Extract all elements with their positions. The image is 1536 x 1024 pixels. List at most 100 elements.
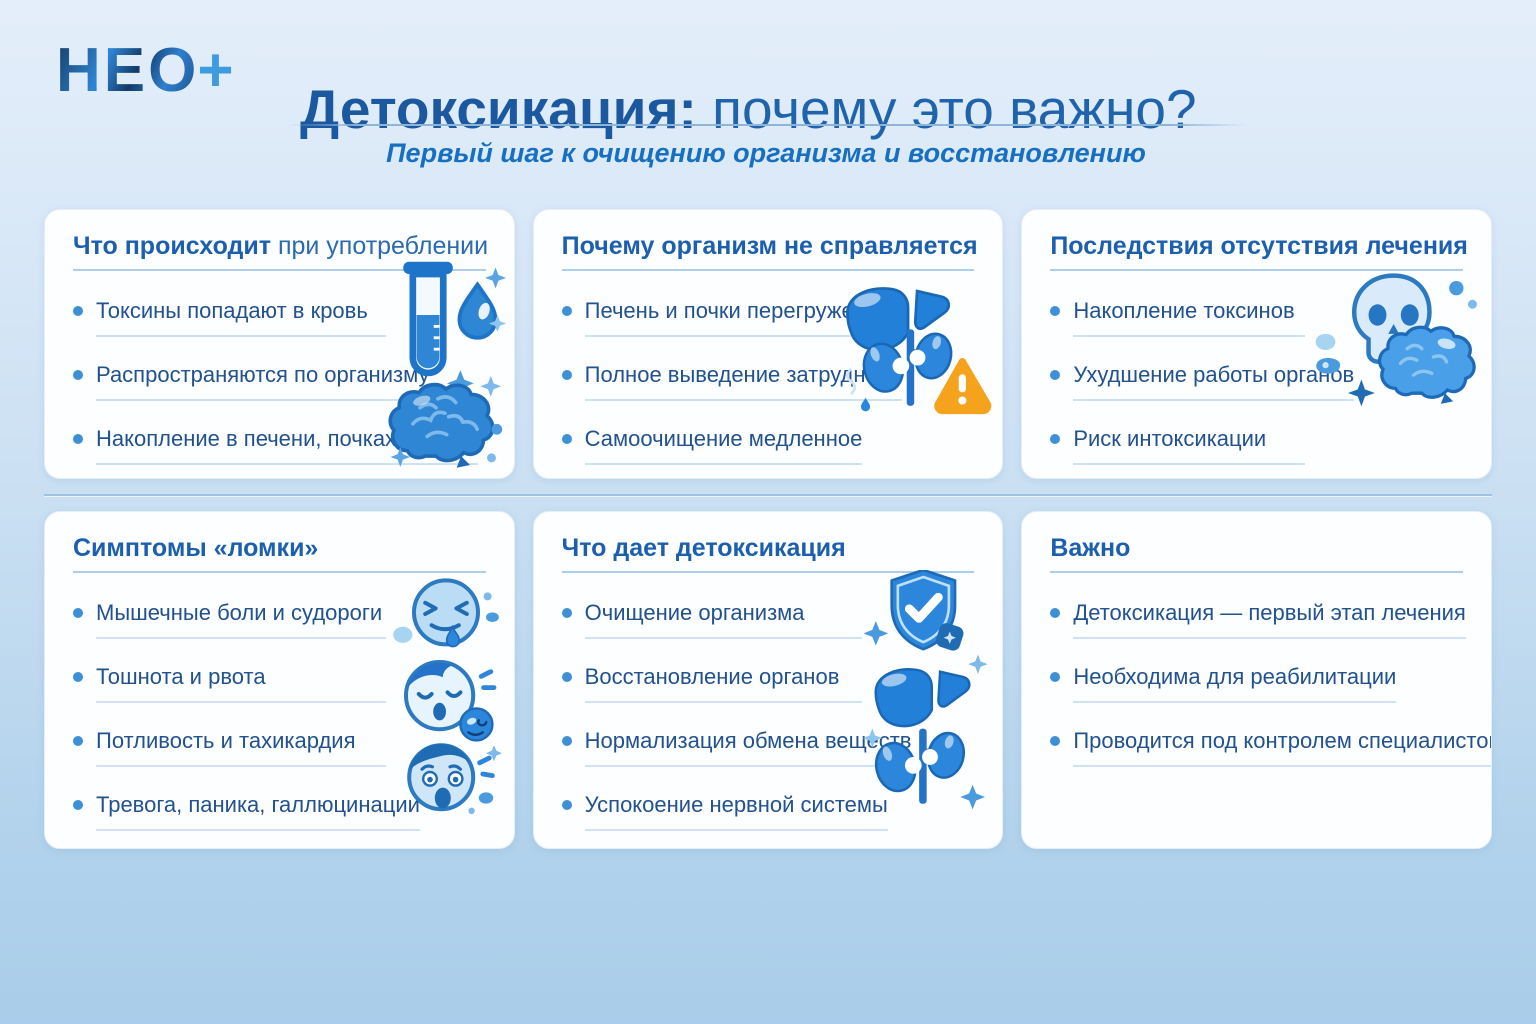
dizzy-face-icon [458,707,494,742]
card-withdrawal-symptoms: Симптомы «ломки» Мышечные боли и судорог… [44,511,515,849]
brand-logo: НЕО+ [56,40,237,102]
list-item: Полное выведение затруднено [561,354,903,411]
squiggle-line [846,367,857,396]
card-title-divider [73,570,486,573]
bullet-dot [1050,735,1061,746]
card-title: Что дает детоксикация [562,534,975,563]
test-tube-icon [402,261,453,377]
card-title-bold: Важно [1050,534,1131,562]
list-item-text: Необходима для реабилитации [1073,664,1397,703]
sparkle-icon [485,745,502,762]
list-item-text: Тревога, паника, галлюцинации [96,792,420,831]
list-item: Печень и почки перегружены [561,290,882,347]
bullet-dot [73,433,83,444]
scared-face-icon [406,743,502,814]
warning-triangle-icon [934,357,992,415]
cards-grid: Что происходит при употреблении Токсины … [44,209,1492,849]
card-title: Что происходит при употреблении [73,232,488,261]
bullet-dot [73,735,83,746]
shield-check-icon [890,570,964,651]
title-divider [286,124,1246,126]
bullet-dot [561,799,572,810]
drip-icon [861,397,871,412]
list-item: Накопление в печени, почках и мозге [73,418,478,475]
card-title: Важно [1050,534,1463,563]
brain-icon [1377,325,1476,404]
list-item-text: Очищение организма [584,600,863,639]
card-title-divider [73,268,486,271]
list-item-text: Успокоение нервной системы [584,792,888,831]
bullet-dot [73,799,83,810]
list-item: Ухудшение работы органов [1050,354,1355,411]
list-item: Необходима для реабилитации [1050,656,1397,713]
bullet-dot [561,607,572,618]
page-subtitle: Первый шаг к очищению организма и восста… [386,138,1146,168]
list-item-text: Ухудшение работы органов [1073,362,1355,401]
list-item-text: Нормализация обмена веществ [584,728,912,767]
dot-decoration [1449,280,1464,296]
list-item: Токсины попадают в кровь [73,290,386,347]
list-item-text: Риск интоксикации [1073,426,1305,465]
card-title-divider [561,268,975,271]
bullet-dot [561,305,572,316]
list-item-text: Печень и почки перегружены [584,298,882,337]
list-item-text: Токсины попадают в кровь [96,298,386,337]
card-detox-benefits: Что дает детоксикация Очищение организма… [532,511,1004,849]
bullet-list: Очищение организма Восстановление органо… [561,592,975,848]
brain-icon [388,382,502,468]
page-title-bold: Детоксикация: [300,77,697,140]
page-title-rest: почему это важно? [696,77,1197,140]
bullet-dot [1050,607,1061,618]
list-item: Очищение организма [561,592,863,649]
sparkle-icon [484,267,506,289]
bullet-dot [1050,369,1061,380]
sparkle-icon [1347,379,1375,407]
bullet-dot [1050,305,1061,316]
kidneys-icon [863,329,953,406]
faces-cluster [392,578,502,814]
bullet-dot [73,305,83,316]
card-title-bold: Что дает детоксикация [561,534,846,562]
card-title-bold: Что происходит [73,232,271,260]
sparkle-icon [863,621,889,646]
list-item-text: Проводится под контролем специалистов [1073,728,1491,767]
liver-icon [874,668,971,728]
rows-divider [44,494,1492,496]
list-item: Детоксикация — первый этап лечения [1050,592,1466,649]
list-item-text: Накопление токсинов [1073,298,1305,337]
card-title: Последствия отсутствия лечения [1050,232,1468,261]
card-title: Почему организм не справляется [562,232,978,261]
page-title: Детоксикация: почему это важно? [300,79,1197,140]
card-title-bold: Симптомы «ломки» [73,534,319,562]
list-item: Восстановление органов [561,656,863,713]
bullet-dot [561,433,572,444]
card-title: Симптомы «ломки» [73,534,486,563]
bullet-dot [73,671,83,682]
sparkle-icon [390,447,410,467]
sparkle-icon [862,728,883,748]
bullet-list: Накопление токсинов Ухудшение работы орг… [1050,290,1463,475]
sparkle-icon [968,654,988,674]
water-drop-icon [457,281,498,340]
benefits-icons-cluster [862,570,988,810]
sparkle-icon [479,375,501,397]
list-item: Распространяются по организму [73,354,430,411]
card-what-happens: Что происходит при употреблении Токсины … [44,209,515,479]
bullet-dot [561,671,572,682]
blob-decoration [1315,333,1336,350]
bullet-list: Мышечные боли и судороги Тошнота и рвота… [73,592,486,841]
list-item-text: Тошнота и рвота [96,664,386,703]
list-item: Самоочищение медленное [561,418,863,475]
list-item: Проводится под контролем специалистов [1050,720,1491,777]
list-item: Успокоение нервной системы [561,784,888,841]
card-consequences: Последствия отсутствия лечения Накоплени… [1021,209,1492,479]
kidneys-icon [875,728,966,804]
organs-cluster [846,287,992,415]
card-title-divider [1050,570,1463,573]
list-item: Тошнота и рвота [73,656,386,713]
test-tube-and-drop-cluster [402,261,506,397]
skull-brain-cluster [1315,273,1477,407]
bullet-dot [73,607,83,618]
list-item: Мышечные боли и судороги [73,592,386,649]
